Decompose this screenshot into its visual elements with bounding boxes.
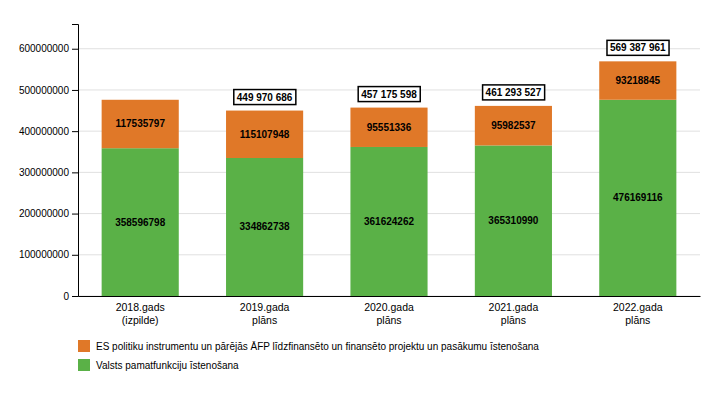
- annotation-box: [234, 90, 296, 105]
- x-axis: 2018.gads(izpilde)2019.gadaplāns2020.gad…: [79, 296, 701, 326]
- tick-label: 2019.gadaplāns: [240, 301, 290, 325]
- bar: [350, 108, 427, 147]
- tick-label: 2021.gadaplāns: [489, 301, 539, 325]
- tick-label-line: plāns: [376, 314, 401, 326]
- bar: [226, 111, 303, 158]
- tick-label-line: 2019.gada: [240, 301, 290, 313]
- data-label: 476169116: [613, 192, 663, 203]
- tick-label: 2020.gadaplāns: [364, 301, 414, 325]
- tick-label: 300000000: [19, 167, 69, 178]
- x-tick: 2021.gadaplāns: [489, 296, 539, 326]
- annotation-text: 457 175 598: [361, 89, 417, 100]
- tick-label: 200000000: [19, 208, 69, 219]
- x-tick: 2020.gadaplāns: [364, 296, 414, 326]
- axis-line: [72, 25, 79, 297]
- y-tick: 300000000: [19, 167, 78, 178]
- x-tick: 2018.gads(izpilde): [116, 296, 165, 326]
- tick-label: 400000000: [19, 126, 69, 137]
- annotation-text: 569 387 961: [610, 42, 666, 53]
- bar: [102, 100, 179, 148]
- tick-label: 0: [63, 291, 69, 302]
- tick-label: 100000000: [19, 249, 69, 260]
- data-label: 95982537: [491, 120, 536, 131]
- tick-label-line: 2018.gads: [116, 301, 165, 313]
- tick-label-line: plāns: [625, 314, 650, 326]
- bar: [102, 148, 179, 296]
- legend: ES politiku instrumentu un pārējās ĀFP l…: [78, 340, 539, 371]
- tick-label: 2022.gadaplāns: [613, 301, 663, 325]
- data-label: 334862738: [240, 221, 290, 232]
- grid: [78, 49, 700, 296]
- tick-mark: [72, 255, 78, 256]
- data-label: 95551336: [367, 122, 412, 133]
- x-tick: 2022.gadaplāns: [613, 296, 663, 326]
- legend-label: Valsts pamatfunkciju īstenošana: [96, 360, 239, 371]
- y-axis: 0 100000000 200000000 300000000 400000000 500…: [19, 25, 79, 302]
- annotation: 461 293 527: [483, 85, 545, 100]
- chart: 358596798 334862738 361624262 365310990 4761…: [0, 0, 720, 396]
- legend-swatch: [78, 359, 90, 371]
- data-label: 117535797: [115, 118, 165, 129]
- axis-line: [79, 296, 701, 297]
- tick-mark: [72, 90, 78, 91]
- data-label: 365310990: [488, 215, 538, 226]
- tick-mark: [72, 131, 78, 132]
- annotation-text: 449 970 686: [237, 92, 293, 103]
- annotation: 569 387 961: [607, 40, 669, 55]
- tick-mark: [72, 172, 78, 173]
- bar: [599, 100, 676, 296]
- bar: [350, 147, 427, 296]
- data-label: 358596798: [115, 217, 165, 228]
- data-label: 361624262: [364, 216, 414, 227]
- tick-mark: [72, 49, 78, 50]
- legend-label: ES politiku instrumentu un pārējās ĀFP l…: [96, 341, 539, 352]
- legend-item: ES politiku instrumentu un pārējās ĀFP l…: [78, 340, 539, 352]
- data-labels: 358596798 334862738 361624262 365310990 4761…: [115, 75, 663, 232]
- tick-mark: [72, 296, 78, 297]
- annotations: 449 970 686 457 175 598 461 293 527 569 387…: [234, 40, 669, 104]
- bar: [226, 158, 303, 296]
- y-tick: 0: [63, 291, 78, 302]
- y-tick: 500000000: [19, 85, 78, 96]
- plot: 358596798 334862738 361624262 365310990 4761…: [19, 25, 701, 326]
- bars: [102, 61, 677, 296]
- data-label: 93218845: [616, 75, 661, 86]
- tick-label-line: 2022.gada: [613, 301, 663, 313]
- chart-container: 358596798 334862738 361624262 365310990 4761…: [0, 0, 720, 396]
- annotation-box: [607, 40, 669, 55]
- tick-label-line: 2020.gada: [364, 301, 414, 313]
- y-tick: 400000000: [19, 126, 78, 137]
- x-tick: 2019.gadaplāns: [240, 296, 290, 326]
- annotation: 457 175 598: [358, 87, 420, 102]
- annotation-box: [483, 85, 545, 100]
- tick-label-line: 2021.gada: [489, 301, 539, 313]
- y-tick: 100000000: [19, 249, 78, 260]
- y-tick: 200000000: [19, 208, 78, 219]
- annotation-box: [358, 87, 420, 102]
- tick-label-line: plāns: [501, 314, 526, 326]
- bar: [599, 61, 676, 99]
- tick-label: 2018.gads(izpilde): [116, 301, 165, 325]
- tick-label: 600000000: [19, 43, 69, 54]
- tick-label-line: (izpilde): [122, 314, 159, 326]
- y-tick: 600000000: [19, 43, 78, 54]
- data-label: 115107948: [240, 129, 290, 140]
- tick-label-line: plāns: [252, 314, 277, 326]
- annotation: 449 970 686: [234, 90, 296, 105]
- annotation-text: 461 293 527: [486, 87, 542, 98]
- tick-label: 500000000: [19, 85, 69, 96]
- legend-swatch: [78, 340, 90, 352]
- legend-item: Valsts pamatfunkciju īstenošana: [78, 359, 239, 371]
- bar: [475, 145, 552, 296]
- bar: [475, 106, 552, 146]
- tick-mark: [72, 214, 78, 215]
